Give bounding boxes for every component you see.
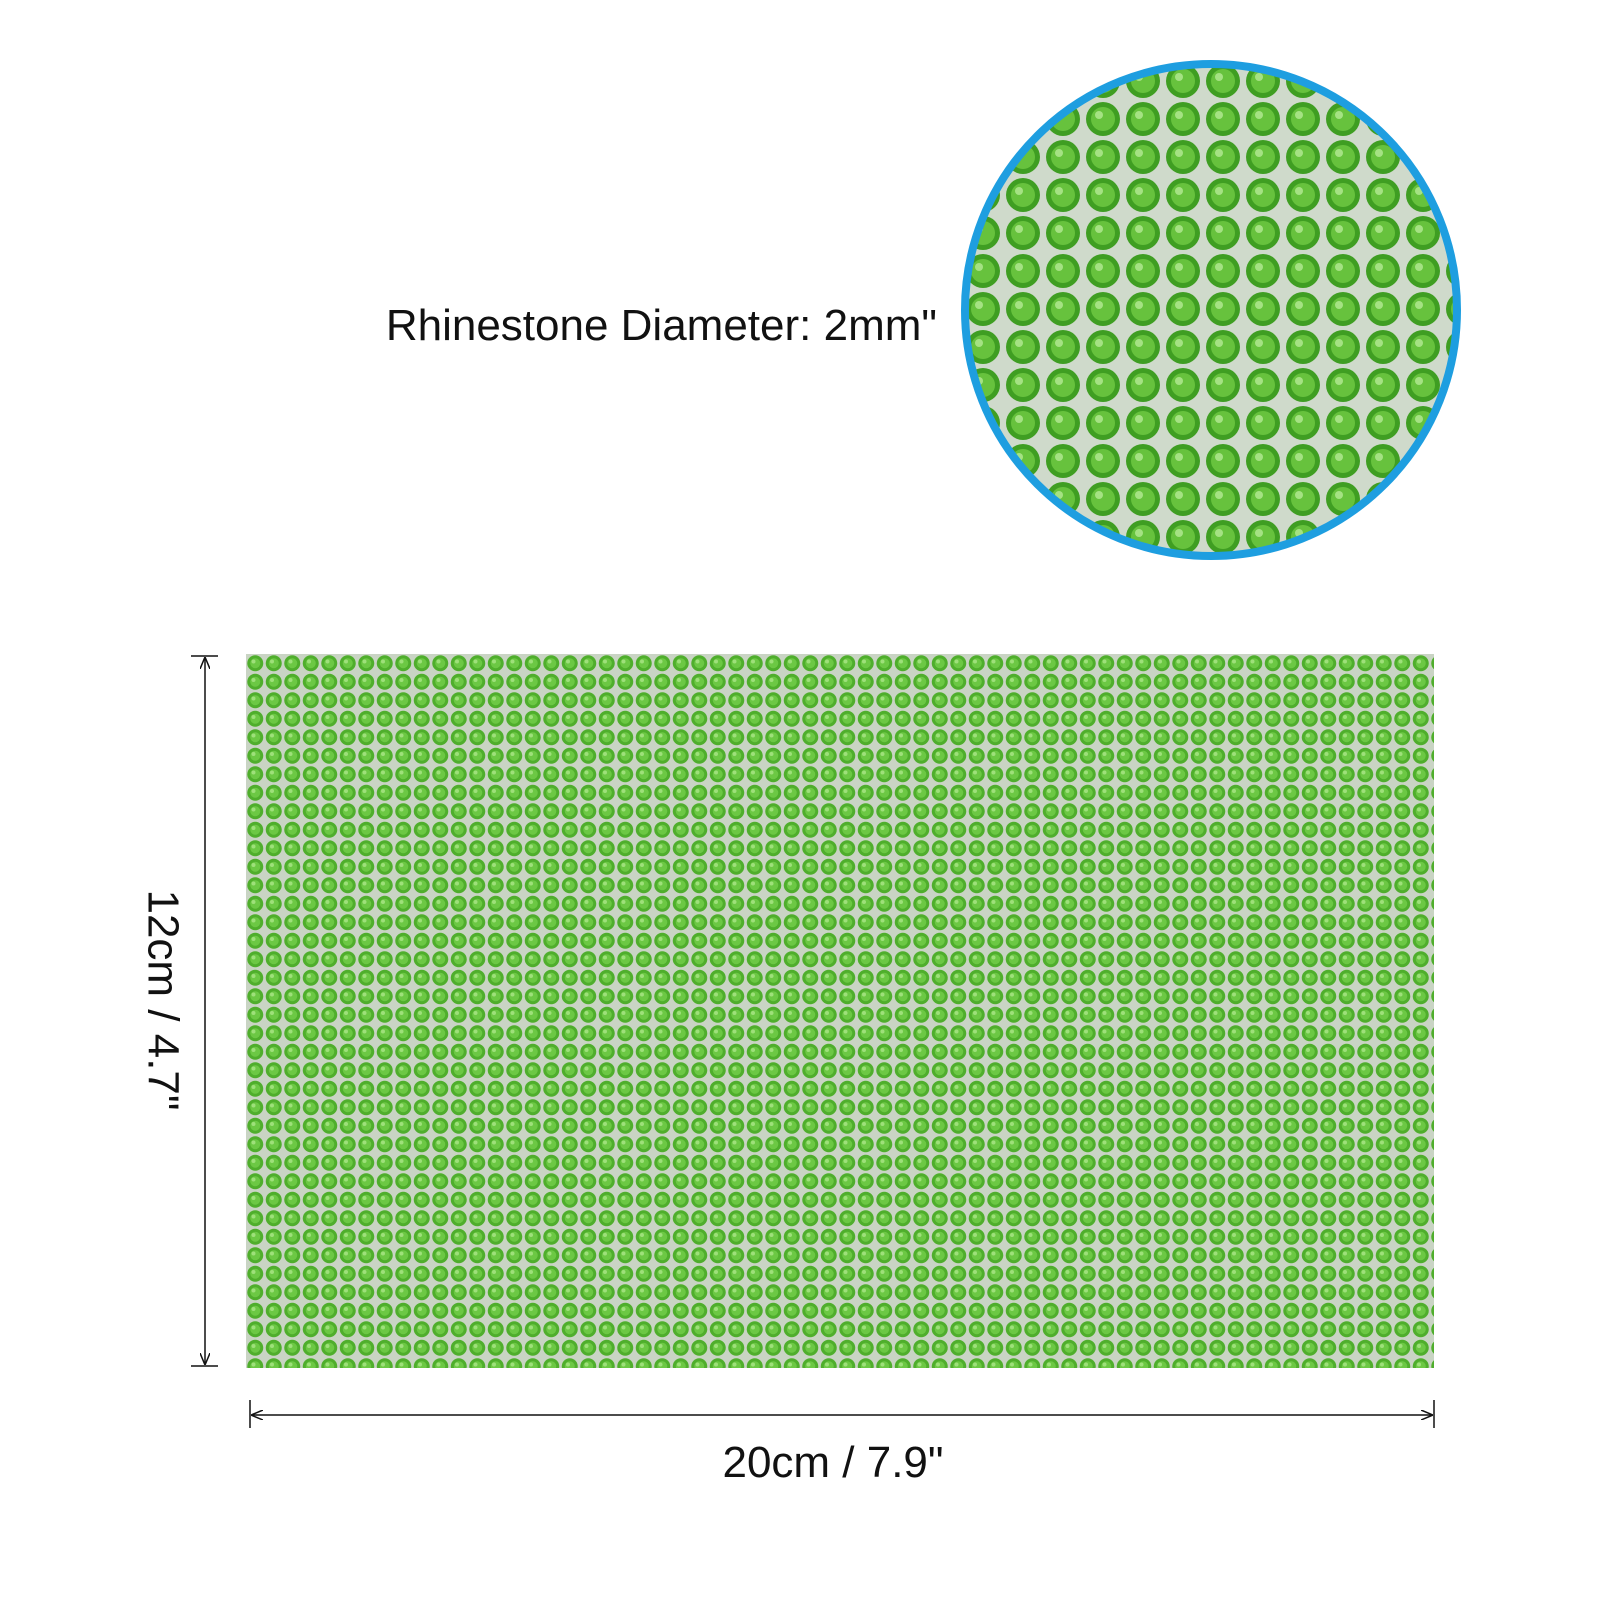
zoom-ring bbox=[961, 60, 1461, 560]
callout-label: Rhinestone Diameter: 2mm" bbox=[386, 301, 937, 350]
width-dimension bbox=[249, 1400, 1435, 1428]
rhinestone-sheet bbox=[246, 654, 1434, 1368]
height-dimension bbox=[191, 655, 218, 1367]
zoom-callout bbox=[961, 60, 1461, 560]
height-label: 12cm / 4.7" bbox=[138, 889, 187, 1110]
width-label: 20cm / 7.9" bbox=[722, 1438, 943, 1487]
zoom-texture bbox=[965, 64, 1457, 556]
